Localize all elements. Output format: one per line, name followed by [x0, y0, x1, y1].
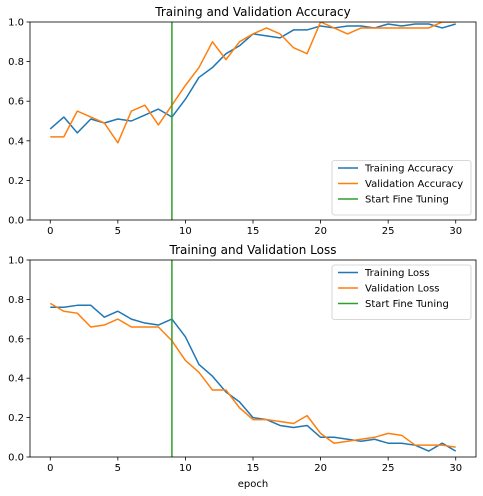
y-tick-label: 0.6 — [8, 97, 24, 108]
series-line-validation-accuracy — [50, 22, 456, 144]
series-line-training-accuracy — [49, 23, 456, 134]
legend-entry: Training Loss — [364, 268, 430, 279]
x-tick-label: 30 — [449, 463, 462, 474]
y-tick-label: 0.2 — [8, 176, 24, 187]
legend-box — [331, 264, 472, 320]
y-tick-label: 0.4 — [8, 374, 24, 385]
y-tick-label: 0.0 — [8, 216, 24, 227]
legend-entry: Start Fine Tuning — [365, 195, 449, 206]
x-tick-label: 25 — [382, 226, 395, 237]
x-tick-label: 15 — [247, 226, 260, 237]
x-tick-label: 20 — [314, 463, 327, 474]
y-tick-label: 0.4 — [8, 136, 24, 147]
legend-entry: Validation Accuracy — [365, 179, 463, 190]
legend: Training Loss Validation Loss Start Fine T… — [331, 264, 472, 320]
x-tick-label: 10 — [179, 226, 192, 237]
legend-entry: Validation Loss — [365, 284, 440, 295]
x-axis-label: epoch — [238, 479, 268, 490]
y-tick-label: 0.2 — [8, 413, 24, 424]
legend: Training Accuracy Validation Accuracy Star… — [331, 160, 472, 216]
y-tick-label: 0.8 — [8, 57, 24, 68]
legend-entry: Start Fine Tuning — [365, 299, 449, 310]
x-tick-label: 5 — [115, 226, 121, 237]
chart-2: Training and Validation Loss 0 5 10 15 20 25 30… — [8, 243, 477, 490]
legend-entry: Training Accuracy — [364, 164, 453, 175]
x-tick-label: 20 — [314, 226, 327, 237]
chart-title: Training and Validation Accuracy — [154, 5, 350, 19]
x-tick-label: 0 — [47, 226, 53, 237]
legend-box — [331, 160, 472, 216]
y-tick-label: 0.8 — [8, 295, 24, 306]
chart-title: Training and Validation Loss — [169, 243, 337, 257]
series-line-training-loss — [50, 304, 457, 452]
y-tick-label: 1.0 — [8, 18, 24, 29]
y-tick-label: 0.0 — [8, 453, 24, 464]
x-tick-label: 10 — [179, 463, 192, 474]
series-line-validation-loss — [49, 302, 456, 448]
y-tick-label: 0.6 — [8, 334, 24, 345]
x-tick-label: 25 — [382, 463, 395, 474]
x-tick-label: 15 — [247, 463, 260, 474]
x-tick-label: 30 — [449, 226, 462, 237]
x-tick-label: 0 — [47, 463, 53, 474]
y-tick-label: 1.0 — [8, 256, 24, 267]
x-tick-label: 5 — [115, 463, 121, 474]
chart-1: Training and Validation Accuracy 0 5 10 15 20… — [8, 5, 477, 237]
